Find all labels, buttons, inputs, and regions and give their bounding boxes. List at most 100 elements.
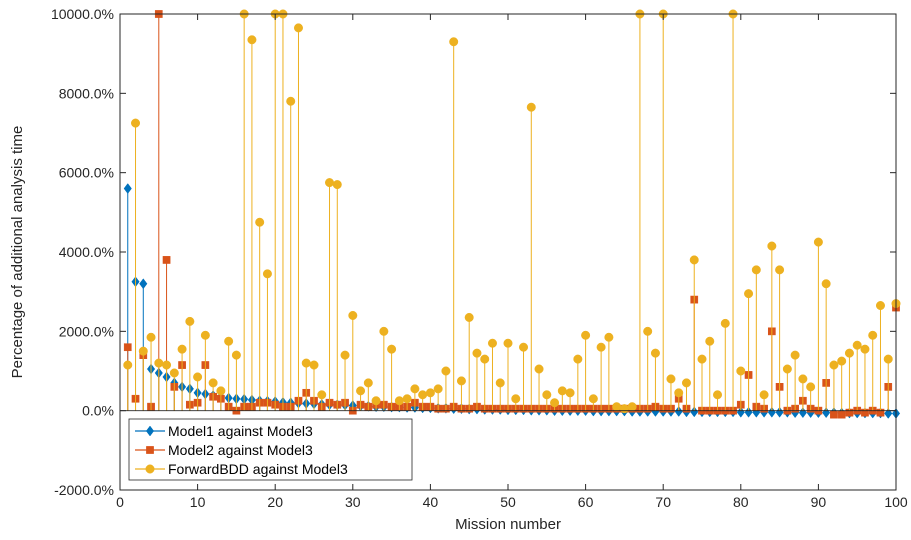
stem-marker [325,178,335,188]
legend-box [128,418,413,481]
legend-label: Model1 against Model3 [168,423,313,439]
stem-marker [806,382,816,392]
y-tick-label: 0.0% [82,403,114,419]
stem-marker [666,374,676,384]
stem-marker [751,265,761,275]
stem-marker [193,372,203,382]
stem-marker [162,360,172,370]
stem-marker [829,360,839,370]
stem-marker [480,354,490,364]
stem-marker [464,312,474,322]
stem-marker [868,330,878,340]
y-tick-label: 6000.0% [59,165,114,181]
stem-marker [247,35,257,45]
y-tick-label: 10000.0% [51,6,114,22]
legend-label: ForwardBDD against Model3 [168,461,348,477]
stem-marker [837,356,847,366]
x-tick-label: 30 [345,494,361,510]
stem-marker [526,102,536,112]
stem-marker [394,396,404,406]
stem-marker [588,394,598,404]
stem-marker [542,390,552,400]
stem-marker [410,384,420,394]
x-tick-label: 70 [655,494,671,510]
y-tick-label: 2000.0% [59,323,114,339]
stem-marker [875,301,885,311]
stem-marker [379,326,389,336]
series-3-markers [123,9,901,414]
y-axis-label: Percentage of additional analysis time [9,126,26,379]
stem-marker [511,394,521,404]
stem-marker [627,402,637,412]
stem-marker [565,388,575,398]
stem-marker [573,354,583,364]
y-tick-label: 8000.0% [59,85,114,101]
stem-marker [495,378,505,388]
stem-marker [177,344,187,354]
legend-marker [145,464,155,474]
stem-marker [348,310,358,320]
stem-marker [619,404,629,414]
stem-marker [487,338,497,348]
stem-marker [356,386,366,396]
x-tick-label: 100 [884,494,908,510]
x-axis-label: Mission number [455,516,561,533]
stem-marker [255,217,265,227]
stem-marker [387,344,397,354]
stem-marker [317,390,327,400]
stem-marker [604,332,614,342]
stem-marker [674,406,683,417]
stem-marker [883,354,893,364]
stem-marker [674,388,684,398]
stem-marker [433,384,443,394]
stem-marker [131,118,141,128]
stem-marker [736,366,746,376]
stem-marker [852,340,862,350]
stem-marker [340,350,350,360]
stem-marker [690,406,699,418]
legend-label: Model2 against Model3 [168,442,313,458]
x-tick-label: 10 [190,494,206,510]
stem-marker [123,360,133,370]
stem-marker [185,316,195,326]
x-tick-label: 50 [500,494,516,510]
x-tick-label: 20 [267,494,283,510]
stem-marker [309,360,319,370]
y-tick-label: -2000.0% [54,482,114,498]
x-tick-label: 0 [116,494,124,510]
y-tick-label: 4000.0% [59,244,114,260]
legend: Model1 against Model3 Model2 against Mode… [128,418,413,481]
stem-marker [720,318,730,328]
stem-marker [798,374,808,384]
stem-marker [200,330,210,340]
stem-marker [775,265,785,275]
stem-marker [162,256,171,264]
stem-marker [224,336,234,346]
stem-marker [860,344,870,354]
legend-marker [146,446,154,454]
stem-marker [550,398,560,408]
stem-marker [557,386,567,396]
stem-marker [596,342,606,352]
stem-marker [301,358,311,368]
stem-marker [689,255,699,265]
stem-marker [790,350,800,360]
stem-marker [286,96,296,106]
stem-marker [581,330,591,340]
stem-marker [830,410,838,419]
stem-marker [681,378,691,388]
stem-marker [472,348,482,358]
stem-marker [262,269,272,279]
stem-marker [782,364,792,374]
stem-marker [123,343,132,352]
x-tick-label: 90 [811,494,827,510]
stem-marker [767,241,777,251]
stem-marker [650,348,660,358]
stem-marker [216,386,226,396]
stem-marker [612,402,622,412]
stem-marker [697,354,707,364]
stem-marker [519,342,529,352]
stem-marker [332,180,342,190]
stem-marker [139,278,148,290]
